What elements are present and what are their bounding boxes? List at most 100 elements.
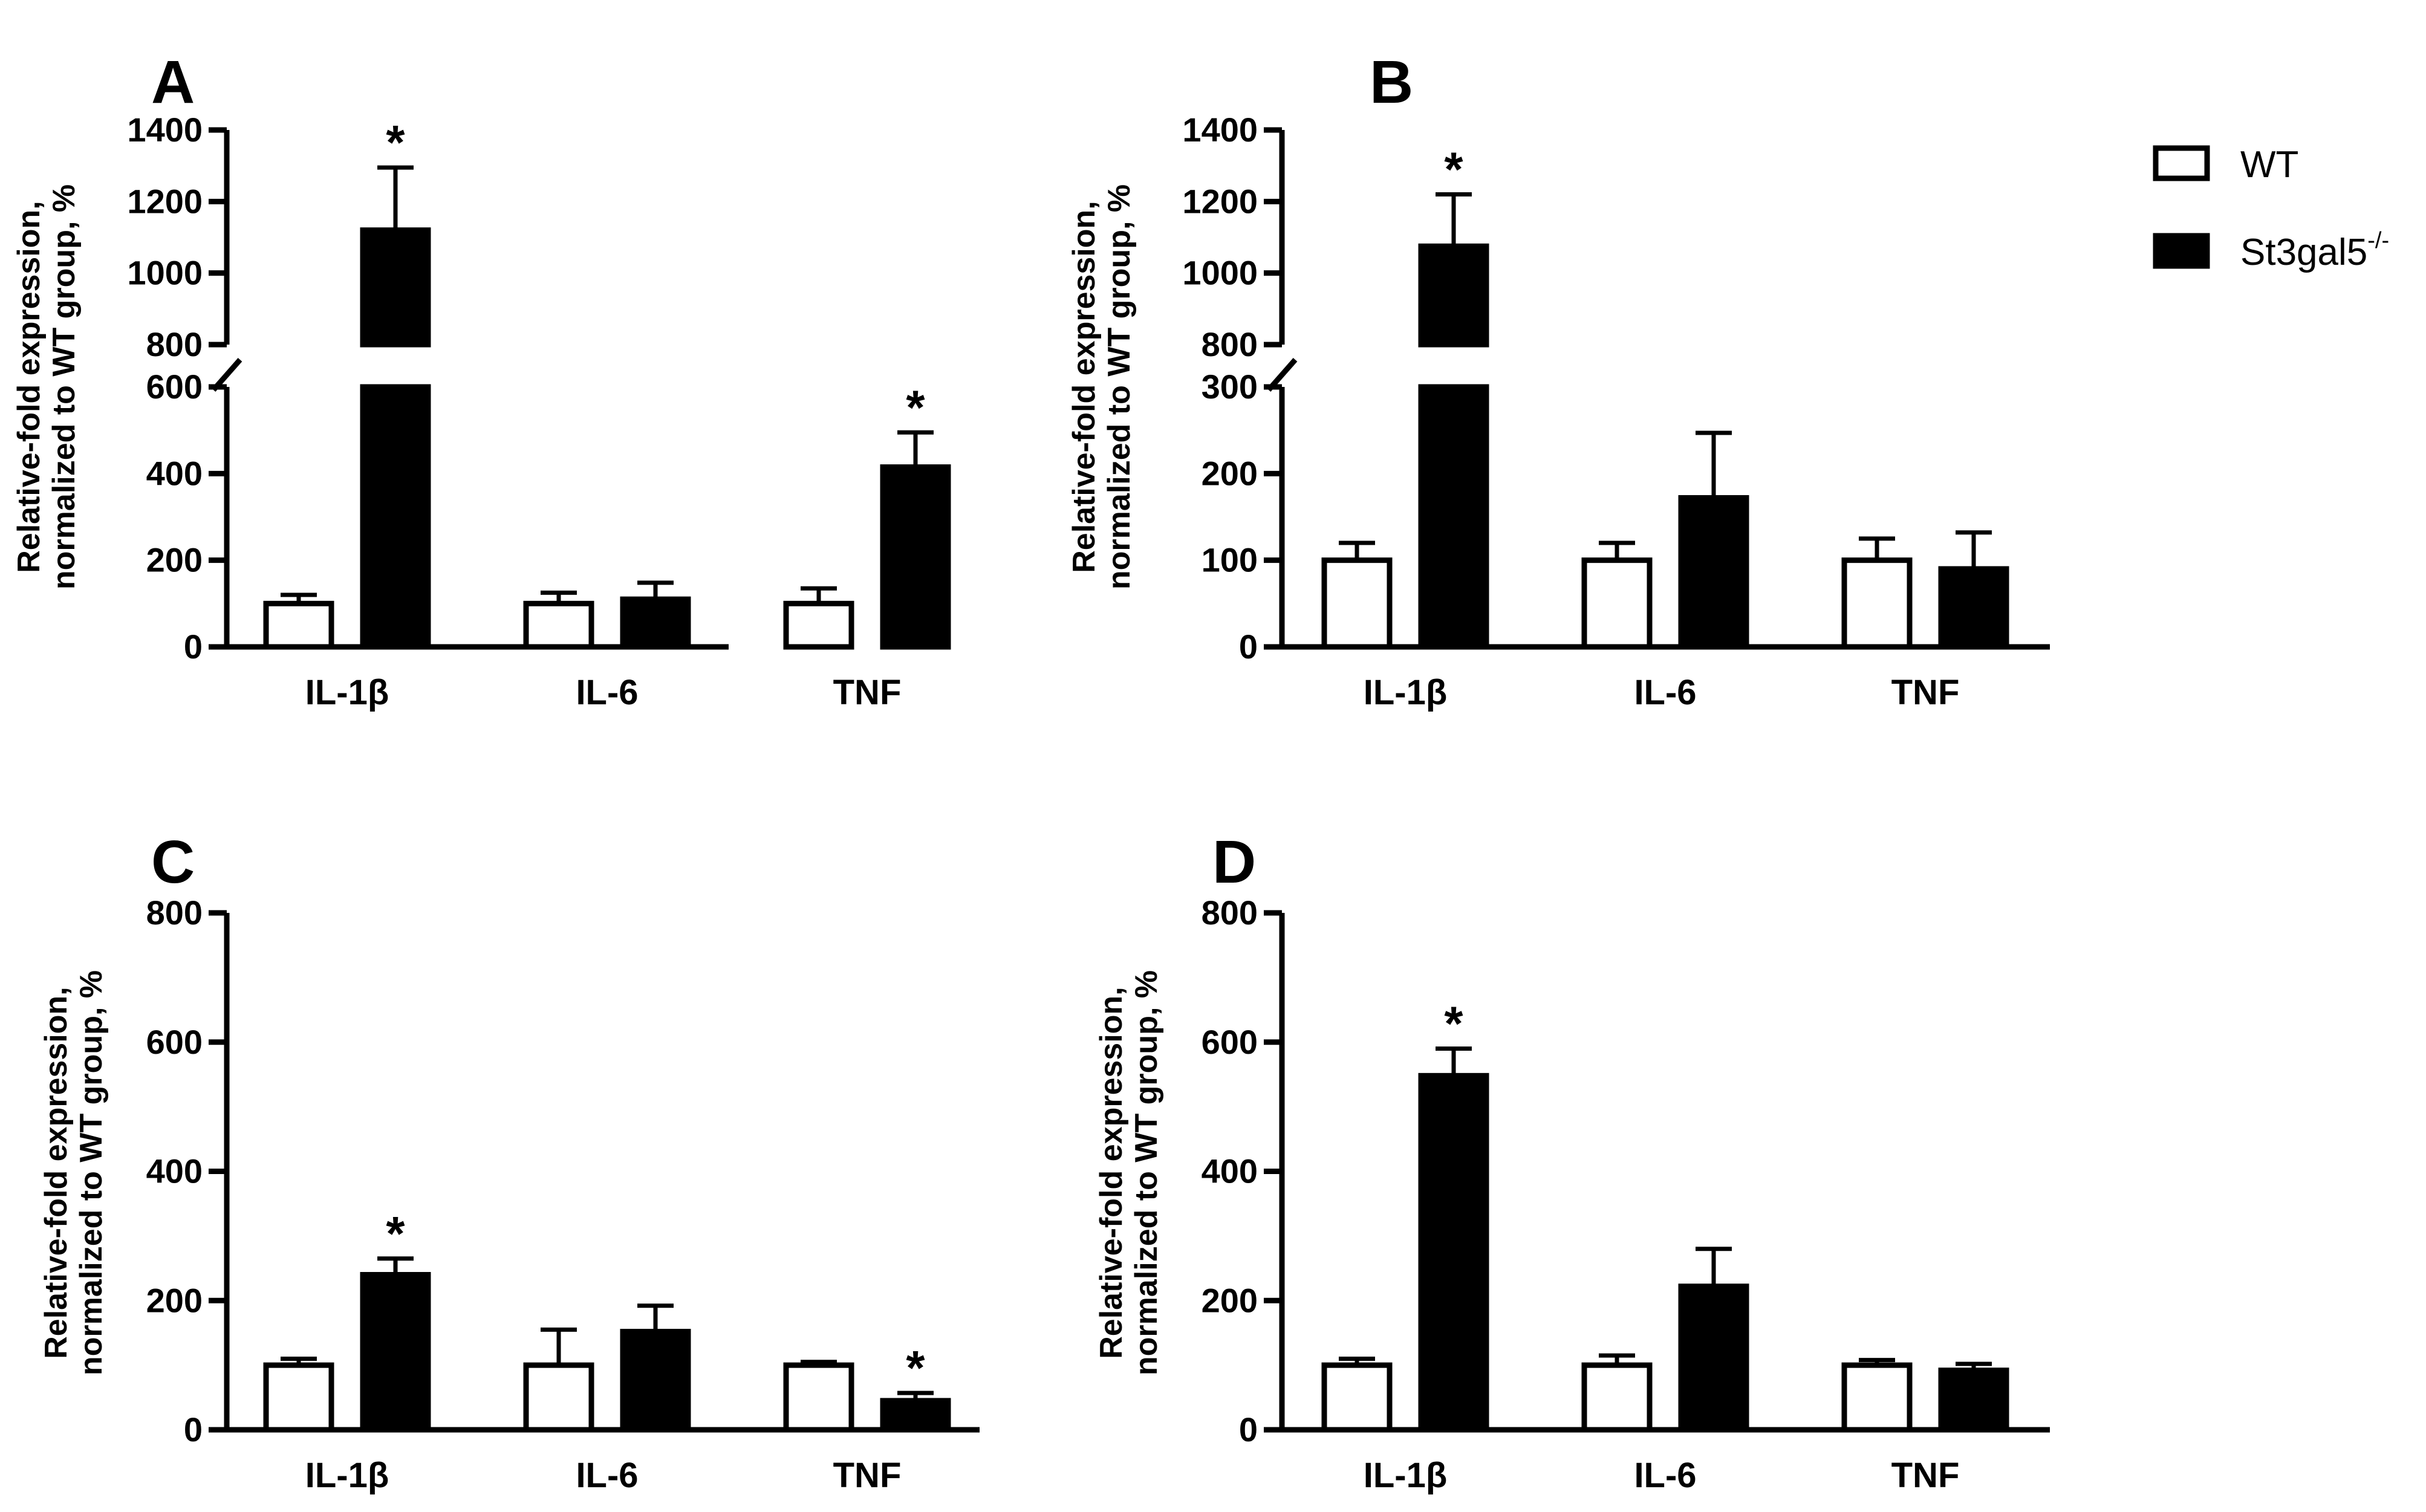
bar — [620, 596, 691, 650]
panel-letter: C — [151, 828, 195, 896]
bar — [1581, 1362, 1653, 1433]
legend-swatch — [2153, 233, 2210, 269]
y-tick-label: 600 — [1202, 1023, 1258, 1061]
significance-star: * — [906, 380, 925, 434]
category-label: TNF — [1891, 673, 1960, 712]
y-axis-label-line: normalized to WT group, % — [1129, 970, 1164, 1375]
y-axis-label-line: Relative-fold expression, — [1067, 201, 1102, 573]
y-tick-label: 400 — [146, 1152, 203, 1190]
category-label: TNF — [833, 673, 902, 712]
y-axis-label-line: normalized to WT group, % — [74, 970, 109, 1375]
category-label: IL-1β — [1364, 673, 1448, 712]
y-axis-label: Relative-fold expression,normalized to W… — [11, 184, 82, 589]
panel-a: A Relative-fold expression,normalized to … — [11, 48, 951, 712]
category-label: TNF — [1891, 1456, 1960, 1495]
legend-item: St3gal5-/- — [2153, 228, 2389, 273]
y-tick-label: 400 — [1202, 1152, 1258, 1190]
significance-star: * — [1444, 996, 1463, 1050]
legend-label: WT — [2240, 144, 2298, 186]
y-tick-label: 0 — [184, 628, 203, 666]
y-tick-label: 200 — [1202, 1281, 1258, 1319]
significance-star: * — [1444, 143, 1463, 196]
bar-segment-upper — [360, 227, 431, 348]
bar — [1938, 1368, 2009, 1433]
panel-d: D Relative-fold expression,normalized to … — [1094, 828, 2050, 1495]
bar — [783, 1362, 854, 1433]
category-label: TNF — [833, 1456, 902, 1495]
bar — [1581, 557, 1653, 650]
bar — [263, 600, 334, 650]
y-tick-label: 100 — [1202, 541, 1258, 579]
y-tick-label: 200 — [146, 1281, 203, 1319]
bar — [523, 600, 594, 650]
y-tick-label: 1400 — [1182, 111, 1258, 149]
category-label: IL-6 — [576, 673, 638, 712]
bar — [263, 1362, 334, 1433]
y-axis-label: Relative-fold expression,normalized to W… — [1067, 184, 1137, 589]
panel-letter: A — [151, 48, 195, 116]
y-axis-label-line: normalized to WT group, % — [1102, 184, 1137, 589]
y-axis-label: Relative-fold expression,normalized to W… — [39, 970, 109, 1375]
bar — [880, 464, 951, 650]
bar — [1321, 1362, 1393, 1433]
bar — [1678, 495, 1749, 650]
panel-letter: D — [1212, 828, 1256, 896]
panel-b: B Relative-fold expression,normalized to … — [1067, 48, 2050, 712]
category-label: IL-6 — [1634, 673, 1696, 712]
y-tick-label: 800 — [1202, 894, 1258, 932]
bar — [1841, 557, 1913, 650]
panel-letter: B — [1370, 48, 1413, 116]
y-tick-label: 600 — [146, 368, 203, 406]
y-tick-label: 1200 — [1182, 182, 1258, 220]
bar — [523, 1362, 594, 1433]
bar — [1678, 1283, 1749, 1433]
category-label: IL-6 — [576, 1456, 638, 1495]
y-tick-label: 400 — [146, 454, 203, 492]
y-tick-label: 1000 — [127, 254, 203, 292]
y-tick-label: 800 — [146, 325, 203, 363]
y-axis-label-line: normalized to WT group, % — [47, 184, 82, 589]
y-tick-label: 200 — [146, 541, 203, 579]
bar-segment-lower — [1418, 384, 1489, 650]
legend-label: St3gal5-/- — [2240, 228, 2389, 273]
y-axis-label: Relative-fold expression,normalized to W… — [1094, 970, 1164, 1375]
y-tick-label: 1200 — [127, 182, 203, 220]
y-tick-label: 0 — [1239, 628, 1258, 666]
y-tick-label: 0 — [1239, 1410, 1258, 1449]
bar-segment-lower — [360, 384, 431, 650]
bar-segment-upper — [1418, 243, 1489, 348]
y-tick-label: 800 — [1202, 325, 1258, 363]
y-tick-label: 0 — [184, 1410, 203, 1449]
y-tick-label: 1000 — [1182, 254, 1258, 292]
bar — [1841, 1362, 1913, 1433]
category-label: IL-1β — [305, 1456, 389, 1495]
legend-item: WT — [2153, 144, 2298, 186]
legend-label-superscript: -/- — [2367, 228, 2389, 253]
y-tick-label: 200 — [1202, 454, 1258, 492]
bar — [1418, 1072, 1489, 1433]
legend-swatch — [2153, 145, 2210, 181]
y-axis-label-line: Relative-fold expression, — [1094, 987, 1129, 1359]
y-tick-label: 1400 — [127, 111, 203, 149]
significance-star: * — [386, 115, 405, 169]
legend: WT St3gal5-/- — [2153, 144, 2389, 273]
bar — [880, 1398, 951, 1433]
y-tick-label: 300 — [1202, 368, 1258, 406]
category-label: IL-1β — [1364, 1456, 1448, 1495]
bar — [1321, 557, 1393, 650]
bar — [620, 1329, 691, 1433]
category-label: IL-1β — [305, 673, 389, 712]
y-tick-label: 600 — [146, 1023, 203, 1061]
bar — [783, 600, 854, 650]
y-axis-label-line: Relative-fold expression, — [11, 201, 47, 573]
y-axis-label-line: Relative-fold expression, — [39, 987, 74, 1359]
panel-c: C Relative-fold expression,normalized to … — [39, 828, 980, 1495]
category-label: IL-6 — [1634, 1456, 1696, 1495]
significance-star: * — [386, 1207, 405, 1261]
bar — [360, 1272, 431, 1433]
bar — [1938, 566, 2009, 650]
y-tick-label: 800 — [146, 894, 203, 932]
significance-star: * — [906, 1341, 925, 1395]
